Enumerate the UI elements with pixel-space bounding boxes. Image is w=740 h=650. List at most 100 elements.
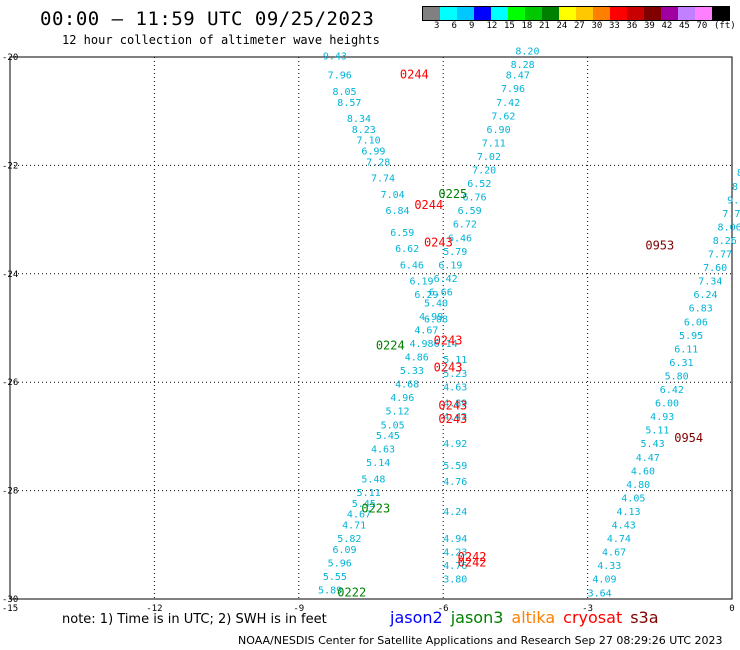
swh-value: 6.00 bbox=[655, 399, 679, 410]
swh-value: 4.80 bbox=[626, 480, 650, 491]
colorbar-label: 36 bbox=[626, 21, 638, 31]
swh-value: 6.76 bbox=[462, 193, 486, 204]
colorbar-swatch bbox=[491, 7, 508, 20]
time-label: 0953 bbox=[645, 238, 674, 252]
time-label: 0225 bbox=[438, 187, 467, 201]
y-tick-label: -20 bbox=[2, 53, 18, 63]
page-subtitle: 12 hour collection of altimeter wave hei… bbox=[62, 33, 380, 47]
legend-jason2: jason2 bbox=[390, 608, 443, 627]
axes: -15 -12 -9 -6 -3 0-20-22-24-26-28-30 bbox=[2, 53, 735, 614]
swh-value: 6.09 bbox=[332, 545, 356, 556]
time-label: 0224 bbox=[376, 339, 405, 353]
swh-value: 5.45 bbox=[376, 431, 400, 442]
colorbar-labels: 3 6 9 12 15 18 21 24 27 30 33 36 39 42 45 70 (ft) bbox=[422, 21, 740, 33]
colorbar-label: 3 bbox=[434, 21, 440, 31]
swh-value: 4.86 bbox=[405, 353, 429, 364]
colorbar-swatch bbox=[559, 7, 576, 20]
x-tick-label: -12 bbox=[146, 604, 162, 614]
swh-value: 6.19 bbox=[410, 277, 434, 288]
colorbar-swatch bbox=[576, 7, 593, 20]
swh-value: 5.11 bbox=[357, 488, 381, 499]
swh-value: 6.83 bbox=[689, 304, 713, 315]
time-label: 0243 bbox=[434, 333, 463, 347]
swh-value: 4.43 bbox=[443, 412, 467, 423]
swh-value: 4.98 bbox=[410, 339, 434, 350]
swh-value: 6.46 bbox=[448, 233, 472, 244]
time-label: 0242 bbox=[458, 555, 487, 569]
swh-value: 4.67 bbox=[347, 510, 371, 521]
swh-value: 6.99 bbox=[361, 147, 385, 158]
time-labels: 0222022302240225024402440243024302430243… bbox=[337, 68, 703, 600]
swh-value: 5.48 bbox=[361, 474, 385, 485]
legend-altika: altika bbox=[511, 608, 556, 627]
swh-value: 6.59 bbox=[390, 228, 414, 239]
swh-value: 5.59 bbox=[443, 461, 467, 472]
colorbar-label: 9 bbox=[469, 21, 475, 31]
time-label: 0243 bbox=[438, 398, 467, 412]
swh-value: 4.99 bbox=[419, 312, 443, 323]
swh-value: 5.40 bbox=[424, 298, 448, 309]
swh-value: 4.76 bbox=[443, 477, 467, 488]
swh-value: 4.92 bbox=[443, 439, 467, 450]
swh-value: 7.42 bbox=[496, 98, 520, 109]
swh-value: 9.18 bbox=[727, 195, 740, 206]
x-tick-label: -6 bbox=[438, 604, 449, 614]
swh-value: 5.95 bbox=[679, 331, 703, 342]
swh-value: 8.34 bbox=[347, 114, 371, 125]
wave-height-tracks: 5.895.555.966.095.824.714.675.455.115.48… bbox=[318, 46, 740, 599]
swh-value: 6.31 bbox=[669, 358, 693, 369]
credit-line: NOAA/NESDIS Center for Satellite Applica… bbox=[238, 634, 723, 647]
colorbar-label: 30 bbox=[591, 21, 603, 31]
swh-value: 6.08 bbox=[424, 315, 448, 326]
swh-value: 5.05 bbox=[381, 420, 405, 431]
swh-value: 5.82 bbox=[337, 534, 361, 545]
swh-value: 5.79 bbox=[443, 247, 467, 258]
time-label: 0243 bbox=[434, 360, 463, 374]
swh-value: 4.24 bbox=[443, 507, 467, 518]
swh-value: 4.47 bbox=[636, 453, 660, 464]
y-tick-label: -24 bbox=[2, 270, 18, 280]
colorbar-label: 33 bbox=[609, 21, 620, 31]
swh-value: 6.42 bbox=[660, 385, 684, 396]
swh-value: 6.42 bbox=[434, 274, 458, 285]
footnote: note: 1) Time is in UTC; 2) SWH is in fe… bbox=[62, 612, 327, 627]
swh-value: 5.12 bbox=[385, 407, 409, 418]
swh-value: 4.05 bbox=[621, 493, 645, 504]
swh-value: 6.46 bbox=[400, 260, 424, 271]
colorbar-label: 18 bbox=[521, 21, 533, 31]
colorbar-label: 27 bbox=[574, 21, 585, 31]
swh-value: 4.63 bbox=[371, 445, 395, 456]
swh-value: 4.23 bbox=[443, 548, 467, 559]
colorbar-label: 21 bbox=[539, 21, 550, 31]
swh-value: 5.43 bbox=[641, 439, 665, 450]
swh-value: 8.05 bbox=[332, 87, 356, 98]
colorbar-unit: (ft) bbox=[714, 21, 736, 31]
page-title: 00:00 – 11:59 UTC 09/25/2023 bbox=[40, 8, 375, 30]
colorbar-swatch bbox=[457, 7, 474, 20]
swh-value: 6.06 bbox=[684, 317, 708, 328]
time-label: 0242 bbox=[458, 550, 487, 564]
swh-value: 8.86 bbox=[737, 168, 740, 179]
swh-value: 8.20 bbox=[515, 46, 539, 57]
swh-value: 5.33 bbox=[400, 366, 424, 377]
swh-value: 4.74 bbox=[607, 534, 631, 545]
colorbar-swatch bbox=[508, 7, 525, 20]
colorbar-label: 70 bbox=[696, 21, 708, 31]
colorbar-swatch bbox=[440, 7, 457, 20]
swh-value: 4.96 bbox=[390, 393, 414, 404]
swh-value: 4.71 bbox=[342, 521, 366, 532]
time-label: 0223 bbox=[361, 501, 390, 515]
swh-value: 6.52 bbox=[467, 179, 491, 190]
swh-value: 7.02 bbox=[477, 152, 501, 163]
swh-value: 8.23 bbox=[352, 125, 376, 136]
swh-value: 6.90 bbox=[487, 125, 511, 136]
swh-value: 7.77 bbox=[722, 209, 740, 220]
colorbar-swatch bbox=[644, 7, 661, 20]
swh-value: 5.45 bbox=[352, 499, 376, 510]
swh-value: 4.60 bbox=[631, 466, 655, 477]
swh-value: 5.11 bbox=[443, 355, 467, 366]
swh-value: 4.09 bbox=[592, 575, 616, 586]
legend-cryosat: cryosat bbox=[563, 608, 623, 627]
colorbar-swatch bbox=[678, 7, 695, 20]
